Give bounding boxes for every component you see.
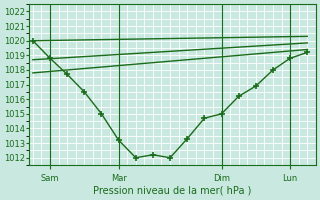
X-axis label: Pression niveau de la mer( hPa ): Pression niveau de la mer( hPa ) (93, 186, 252, 196)
